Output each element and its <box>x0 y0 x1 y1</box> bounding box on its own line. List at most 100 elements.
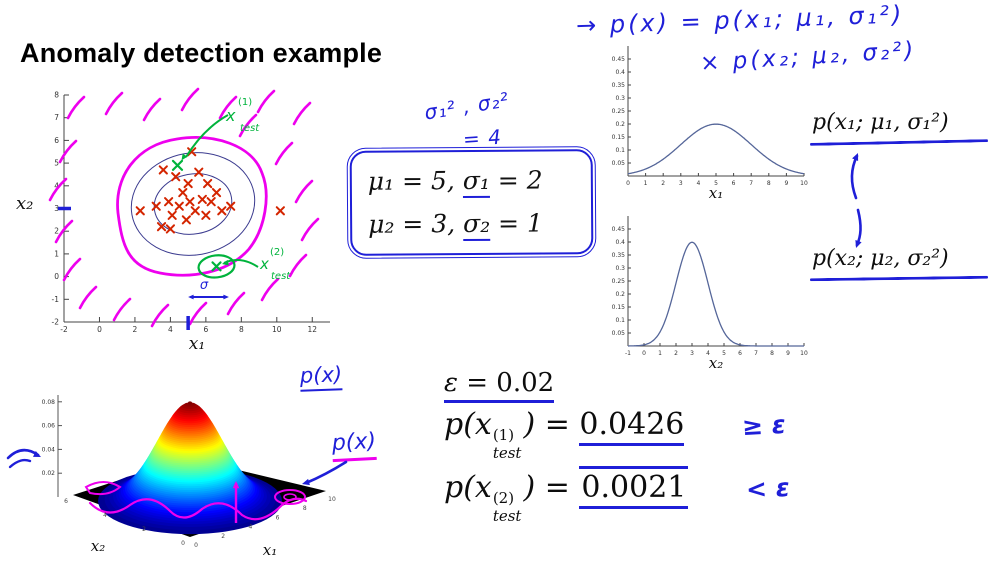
svg-text:3: 3 <box>690 350 694 357</box>
comparison-lt-epsilon: < ε <box>745 472 791 505</box>
svg-text:0.2: 0.2 <box>615 121 625 128</box>
top-formula-line1: → p(x) = p(x₁; μ₁, σ₁²) <box>575 0 905 40</box>
svg-text:7: 7 <box>749 180 753 187</box>
svg-text:(1): (1) <box>238 97 252 108</box>
svg-text:10: 10 <box>272 325 282 334</box>
gaussian2-figure: -1 0 1 2 3 4 5 6 7 8 9 10 0.05 0.1 0.15 0.2 0.25 0.3 0.35 0… <box>598 206 810 378</box>
gaussian1-figure: 0 1 2 3 4 5 6 7 8 9 10 0.05 0.1 0.15 0.2 0.25 0.3 0.35 0.4… <box>598 36 810 208</box>
svg-text:2: 2 <box>674 350 678 357</box>
svg-text:4: 4 <box>706 350 710 357</box>
svg-text:0.04: 0.04 <box>42 446 56 453</box>
gaussian1-canvas: 0 1 2 3 4 5 6 7 8 9 10 0.05 0.1 0.15 0.2 0.25 0.3 0.35 0.4… <box>612 46 808 202</box>
svg-text:0.3: 0.3 <box>615 95 625 102</box>
svg-text:0.15: 0.15 <box>612 304 626 311</box>
svg-text:2: 2 <box>661 180 665 187</box>
svg-text:0.25: 0.25 <box>612 108 626 115</box>
equation-ptest1: p(x (1) test) = 0.0426 ≥ ε <box>444 407 787 462</box>
svg-text:2: 2 <box>142 526 146 533</box>
svg-text:-2: -2 <box>52 318 60 327</box>
svg-text:1: 1 <box>658 350 662 357</box>
svg-text:x₂: x₂ <box>709 354 723 372</box>
svg-text:2: 2 <box>54 227 59 236</box>
svg-text:6: 6 <box>64 498 68 505</box>
svg-text:3: 3 <box>679 180 683 187</box>
svg-text:0.08: 0.08 <box>42 399 56 406</box>
surface-plot-canvas: 0.02 0.04 0.06 0.08 6 4 2 0 0 2 4 6 8 10 x₂ x₁ <box>42 395 336 559</box>
svg-text:6: 6 <box>732 180 736 187</box>
svg-text:0.3: 0.3 <box>615 265 625 272</box>
svg-text:8: 8 <box>770 350 774 357</box>
svg-text:0: 0 <box>97 325 102 334</box>
svg-text:0.4: 0.4 <box>615 239 625 246</box>
svg-text:1: 1 <box>644 180 648 187</box>
svg-text:0: 0 <box>54 272 59 281</box>
equations-block: ε = 0.02 p(x (1) test) = 0.0426 ≥ ε p(x (2) t… <box>444 368 791 533</box>
svg-text:test: test <box>240 123 260 134</box>
px1-density-label: p(x₁; μ₁, σ₁²) <box>812 110 949 135</box>
svg-text:0: 0 <box>181 540 185 547</box>
svg-text:8: 8 <box>303 505 307 512</box>
svg-text:0: 0 <box>194 542 198 549</box>
page-title: Anomaly detection example <box>20 38 383 68</box>
svg-text:2: 2 <box>221 533 225 540</box>
params-box: μ₁ = 5, σ₁ = 2 μ₂ = 3, σ₂ = 1 <box>346 145 597 260</box>
svg-text:x: x <box>225 106 236 125</box>
svg-text:0.02: 0.02 <box>42 470 56 477</box>
svg-text:6: 6 <box>276 514 280 521</box>
svg-text:8: 8 <box>54 91 59 100</box>
svg-text:9: 9 <box>784 180 788 187</box>
svg-text:0: 0 <box>626 180 630 187</box>
px1-underline <box>809 139 989 146</box>
px2-underline <box>809 275 989 282</box>
svg-text:0.25: 0.25 <box>612 278 626 285</box>
svg-text:-1: -1 <box>52 295 60 304</box>
svg-text:0.15: 0.15 <box>612 134 626 141</box>
scatter-plot-figure: -2 0 2 4 6 8 10 12 -2 -1 0 1 2 3 4 5 6 7 8 x₁ σ x (1) test x (2) t… <box>14 85 344 357</box>
svg-text:0.1: 0.1 <box>615 147 625 154</box>
svg-text:0: 0 <box>642 350 646 357</box>
svg-text:0.1: 0.1 <box>615 317 625 324</box>
svg-text:x₂: x₂ <box>91 537 105 555</box>
svg-text:5: 5 <box>54 159 59 168</box>
svg-text:0.2: 0.2 <box>615 291 625 298</box>
svg-text:4: 4 <box>248 524 252 531</box>
svg-text:0.35: 0.35 <box>612 252 626 259</box>
svg-text:12: 12 <box>307 325 317 334</box>
svg-text:4: 4 <box>168 325 173 334</box>
px-label-side: p(x) <box>331 428 377 463</box>
svg-text:0.05: 0.05 <box>612 160 626 167</box>
svg-text:x₁: x₁ <box>189 334 205 354</box>
svg-text:8: 8 <box>767 180 771 187</box>
svg-text:2: 2 <box>133 325 138 334</box>
svg-text:4: 4 <box>103 512 107 519</box>
svg-text:x₁: x₁ <box>263 541 277 559</box>
sigma-note-line1: σ₁² , σ₂² <box>422 87 511 125</box>
svg-text:4: 4 <box>54 181 59 190</box>
svg-text:0.45: 0.45 <box>612 56 626 63</box>
svg-text:0.05: 0.05 <box>612 330 626 337</box>
svg-text:-1: -1 <box>625 350 631 357</box>
svg-text:3: 3 <box>54 204 59 213</box>
equation-ptest2: p(x (2) test) = 0.0021 < ε <box>444 466 791 524</box>
svg-text:7: 7 <box>754 350 758 357</box>
sigma-note-line2: = 4 <box>462 124 503 152</box>
svg-text:5: 5 <box>714 180 718 187</box>
svg-text:x: x <box>259 255 269 273</box>
px2-density-label: p(x₂; μ₂, σ₂²) <box>812 246 949 271</box>
svg-text:0.45: 0.45 <box>612 226 626 233</box>
svg-text:6: 6 <box>203 325 208 334</box>
comparison-ge-epsilon: ≥ ε <box>741 409 787 442</box>
svg-text:6: 6 <box>54 136 59 145</box>
svg-text:-2: -2 <box>60 325 68 334</box>
svg-text:σ: σ <box>200 278 209 293</box>
svg-text:6: 6 <box>738 350 742 357</box>
gaussian2-canvas: -1 0 1 2 3 4 5 6 7 8 9 10 0.05 0.1 0.15 0.2 0.25 0.3 0.35 0… <box>612 216 808 372</box>
equation-epsilon: ε = 0.02 <box>444 368 790 403</box>
params-line-2: μ₂ = 3, σ₂ = 1 <box>368 202 575 246</box>
svg-text:0.35: 0.35 <box>612 82 626 89</box>
svg-text:7: 7 <box>54 113 59 122</box>
svg-text:10: 10 <box>800 180 808 187</box>
params-line-1: μ₁ = 5, σ₁ = 2 <box>368 159 575 203</box>
svg-text:x₁: x₁ <box>709 184 723 202</box>
